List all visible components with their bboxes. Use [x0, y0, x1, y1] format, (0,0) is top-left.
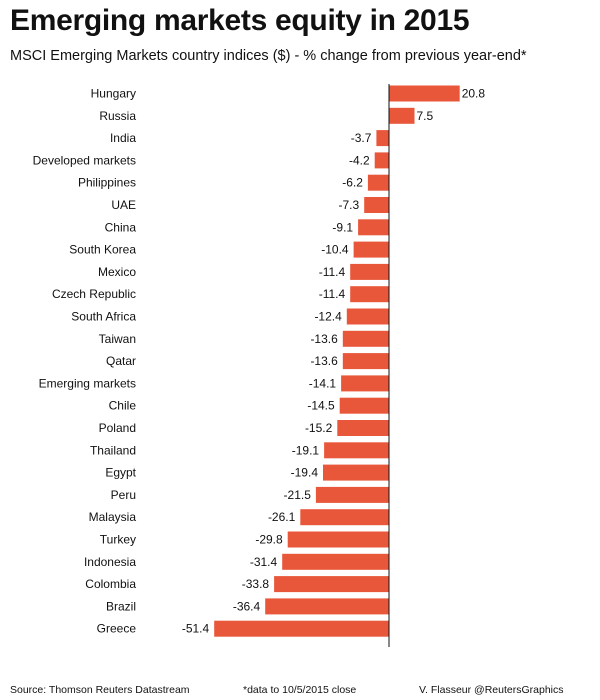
chart-subtitle: MSCI Emerging Markets country indices ($… [10, 48, 527, 64]
category-label-peru: Peru [111, 488, 136, 502]
source-note: Source: Thomson Reuters Datastream [10, 684, 190, 696]
category-label-poland: Poland [99, 421, 136, 435]
bar-south-korea [353, 241, 389, 258]
bar-czech-republic [350, 286, 389, 303]
bar-philippines [367, 174, 389, 191]
date-footnote: *data to 10/5/2015 close [243, 684, 357, 696]
value-label-thailand: -19.1 [292, 443, 320, 457]
value-label-peru: -21.5 [284, 488, 312, 502]
category-label-czech-republic: Czech Republic [52, 287, 136, 301]
value-label-poland: -15.2 [305, 421, 333, 435]
bar-qatar [342, 353, 389, 370]
bar-egypt [323, 464, 389, 481]
category-label-brazil: Brazil [106, 599, 136, 613]
category-label-south-africa: South Africa [71, 310, 136, 324]
value-label-taiwan: -13.6 [310, 332, 338, 346]
value-label-south-africa: -12.4 [314, 310, 342, 324]
bar-china [358, 219, 389, 236]
category-label-emerging-markets: Emerging markets [39, 376, 136, 390]
value-label-czech-republic: -11.4 [319, 287, 346, 301]
category-label-hungary: Hungary [91, 87, 136, 101]
category-label-south-korea: South Korea [69, 243, 136, 257]
value-label-russia: 7.5 [417, 109, 434, 123]
value-label-colombia: -33.8 [242, 577, 270, 591]
bar-developed-markets [374, 152, 389, 169]
category-label-china: China [105, 220, 137, 234]
category-label-malaysia: Malaysia [89, 510, 137, 524]
category-label-uae: UAE [111, 198, 136, 212]
category-label-mexico: Mexico [98, 265, 136, 279]
category-label-turkey: Turkey [100, 533, 136, 547]
category-label-indonesia: Indonesia [84, 555, 136, 569]
bar-taiwan [342, 330, 389, 347]
category-label-philippines: Philippines [78, 176, 136, 190]
bar-mexico [350, 263, 389, 280]
category-label-qatar: Qatar [106, 354, 136, 368]
value-label-hungary: 20.8 [462, 87, 486, 101]
bar-uae [364, 197, 389, 213]
bar-hungary [389, 85, 460, 102]
bar-brazil [265, 598, 389, 615]
value-label-south-korea: -10.4 [321, 243, 349, 257]
bar-emerging-markets [341, 375, 389, 392]
value-label-greece: -51.4 [182, 622, 210, 636]
bar-south-africa [346, 308, 389, 325]
value-label-mexico: -11.4 [319, 265, 346, 279]
category-label-developed-markets: Developed markets [33, 153, 136, 167]
value-label-chile: -14.5 [307, 399, 335, 413]
value-label-indonesia: -31.4 [250, 555, 278, 569]
chart-title: Emerging markets equity in 2015 [10, 4, 470, 37]
category-label-chile: Chile [109, 399, 137, 413]
category-label-taiwan: Taiwan [99, 332, 136, 346]
bar-chile [339, 397, 389, 414]
bar-thailand [324, 442, 389, 459]
value-label-philippines: -6.2 [342, 176, 363, 190]
value-label-qatar: -13.6 [310, 354, 338, 368]
bar-peru [315, 486, 389, 503]
category-label-thailand: Thailand [90, 443, 136, 457]
bar-greece [214, 620, 389, 637]
value-label-turkey: -29.8 [255, 533, 283, 547]
value-label-india: -3.7 [351, 131, 372, 145]
value-label-egypt: -19.4 [291, 466, 319, 480]
category-label-egypt: Egypt [105, 466, 136, 480]
category-label-colombia: Colombia [85, 577, 136, 591]
category-label-russia: Russia [99, 109, 136, 123]
value-label-emerging-markets: -14.1 [309, 376, 337, 390]
bar-poland [337, 420, 389, 436]
value-label-developed-markets: -4.2 [349, 153, 370, 167]
value-label-brazil: -36.4 [233, 599, 261, 613]
bar-india [376, 130, 389, 147]
category-label-india: India [110, 131, 136, 145]
value-label-malaysia: -26.1 [268, 510, 296, 524]
bar-turkey [287, 531, 389, 548]
category-label-greece: Greece [97, 622, 137, 636]
bar-russia [389, 107, 415, 124]
credit-line: V. Flasseur @ReutersGraphics [419, 684, 564, 696]
value-label-china: -9.1 [332, 220, 353, 234]
bar-indonesia [282, 553, 389, 570]
bar-colombia [274, 576, 389, 593]
value-label-uae: -7.3 [339, 198, 360, 212]
bar-malaysia [300, 509, 389, 526]
